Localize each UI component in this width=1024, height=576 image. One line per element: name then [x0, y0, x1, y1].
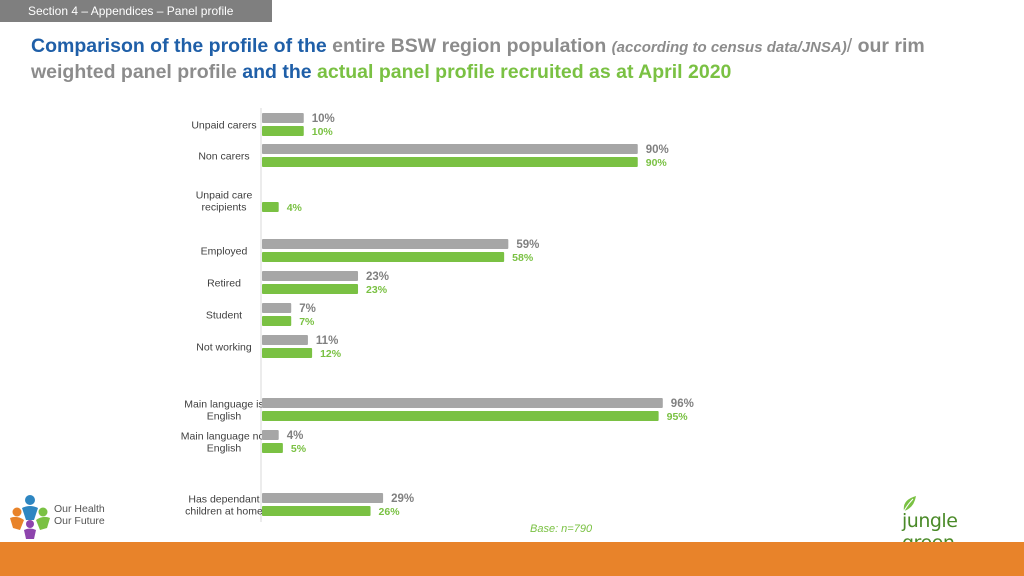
- panel-bar: [262, 157, 638, 167]
- panel-value-label: 12%: [320, 348, 342, 360]
- category-label: Unpaid carers: [191, 120, 256, 132]
- leaf-icon: [903, 496, 916, 512]
- title-part-6: and the: [242, 61, 312, 83]
- title-part-1: Comparison of the profile of the: [31, 35, 327, 57]
- category-label: English: [207, 443, 242, 455]
- title-part-7: actual panel profile recruited as at Apr…: [317, 61, 732, 83]
- panel-value-label: 90%: [646, 157, 668, 169]
- section-tab: Section 4 – Appendices – Panel profile: [0, 0, 272, 22]
- panel-value-label: 23%: [366, 284, 388, 296]
- population-bar: [262, 493, 384, 503]
- category-label: Main language not: [181, 431, 267, 443]
- panel-value-label: 95%: [667, 411, 689, 423]
- population-bar: [262, 113, 304, 123]
- category-label: Student: [206, 310, 242, 322]
- footer-bar: [0, 542, 1024, 576]
- people-icon: [10, 495, 50, 539]
- page-title: Comparison of the profile of the entire …: [31, 34, 1001, 84]
- category-label: Employed: [201, 246, 248, 258]
- panel-bar: [262, 506, 371, 516]
- category-label: Non carers: [198, 151, 249, 163]
- panel-value-label: 26%: [379, 506, 401, 518]
- our-health-logo: Our Health Our Future: [8, 494, 118, 540]
- panel-value-label: 58%: [512, 252, 534, 264]
- panel-value-label: 4%: [287, 202, 303, 214]
- panel-value-label: 10%: [312, 126, 334, 138]
- population-value-label: 23%: [366, 271, 389, 283]
- panel-bar: [262, 411, 659, 421]
- category-label: English: [207, 411, 242, 423]
- panel-value-label: 5%: [291, 443, 307, 455]
- population-value-label: 59%: [516, 239, 539, 251]
- panel-value-label: 7%: [299, 316, 315, 328]
- title-part-5: our rim weighted panel profile: [31, 35, 925, 83]
- population-value-label: 11%: [316, 335, 338, 347]
- category-label: recipients: [202, 202, 247, 214]
- population-value-label: 96%: [671, 398, 694, 410]
- population-value-label: 29%: [391, 493, 414, 505]
- category-label: Not working: [196, 342, 252, 354]
- population-value-label: 10%: [312, 113, 335, 125]
- title-part-3: (according to census data/JNSA): [611, 39, 847, 56]
- population-bar: [262, 271, 359, 281]
- category-label: children at home: [185, 506, 263, 518]
- population-bar: [262, 398, 663, 408]
- jungle-green-logo: jungle green: [898, 494, 1014, 554]
- category-label: Unpaid care: [196, 190, 253, 202]
- population-value-label: 4%: [287, 430, 304, 442]
- population-bar: [262, 335, 308, 345]
- base-note: Base: n=790: [530, 523, 593, 535]
- logo-line-1: Our Health: [54, 503, 105, 515]
- logo-line-2: Our Future: [54, 515, 105, 527]
- category-label: Retired: [207, 278, 241, 290]
- population-value-label: 90%: [646, 144, 669, 156]
- panel-bar: [262, 348, 313, 358]
- title-part-4: /: [846, 35, 853, 57]
- panel-bar: [262, 316, 292, 326]
- panel-bar: [262, 126, 304, 136]
- panel-bar: [262, 443, 283, 453]
- population-bar: [262, 239, 509, 249]
- population-bar: [262, 144, 638, 154]
- panel-bar: [262, 202, 279, 212]
- title-part-2: entire BSW region population: [332, 35, 607, 57]
- our-health-logo-text: Our Health Our Future: [54, 503, 105, 527]
- population-bar: [262, 303, 292, 313]
- panel-bar: [262, 252, 505, 262]
- category-label: Main language is: [184, 399, 263, 411]
- population-value-label: 7%: [299, 303, 316, 315]
- category-label: Has dependant: [188, 494, 259, 506]
- population-bar: [262, 430, 279, 440]
- panel-bar: [262, 284, 359, 294]
